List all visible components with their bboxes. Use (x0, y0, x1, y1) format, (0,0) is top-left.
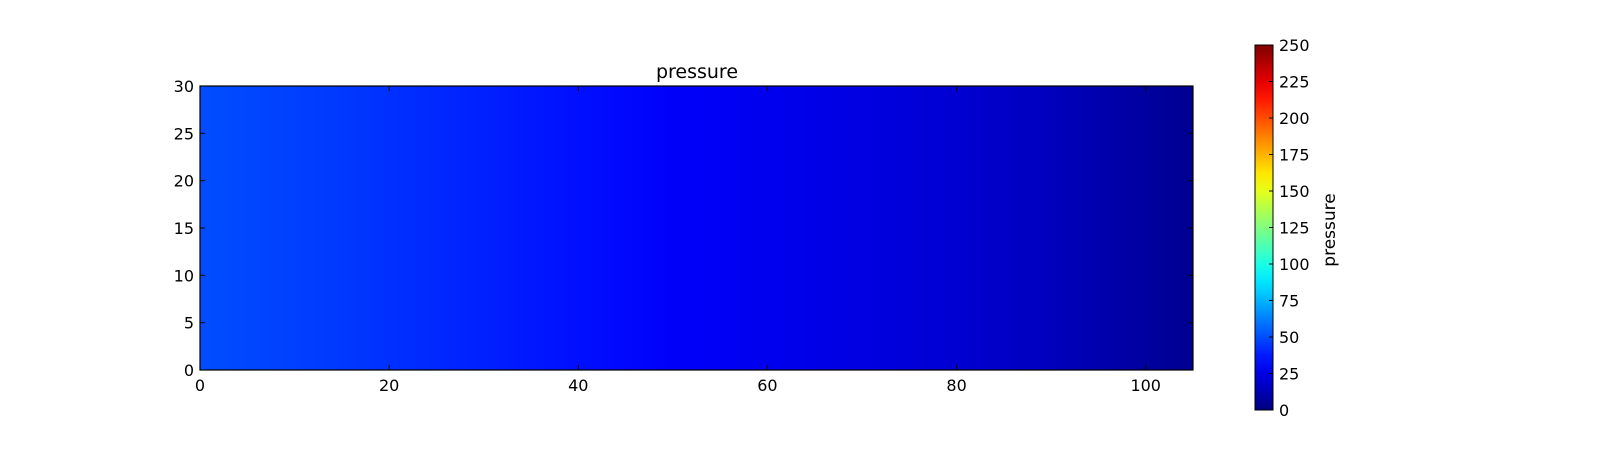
y-tick-label: 30 (174, 77, 194, 96)
x-axis: 0 20 40 60 80 100 (195, 86, 1161, 395)
colorbar-tick-label: 150 (1279, 182, 1310, 201)
y-tick-label: 5 (184, 314, 194, 333)
y-tick-label: 15 (174, 219, 194, 238)
x-tick-label: 40 (568, 376, 588, 395)
x-tick-label: 80 (946, 376, 966, 395)
y-tick-label: 25 (174, 124, 194, 143)
colorbar-axis: 0 25 50 75 100 125 150 175 200 225 250 (1269, 36, 1310, 420)
colorbar-tick-label: 100 (1279, 255, 1310, 274)
colorbar-tick-label: 250 (1279, 36, 1310, 55)
y-tick-label: 10 (174, 266, 194, 285)
colorbar-tick-label: 225 (1279, 73, 1310, 92)
x-tick-label: 20 (379, 376, 399, 395)
colorbar-tick-label: 25 (1279, 365, 1299, 384)
y-tick-label: 20 (174, 172, 194, 191)
y-axis: 0 5 10 15 20 25 30 (174, 77, 1193, 380)
colorbar-label: pressure (1320, 193, 1340, 266)
colorbar-tick-label: 200 (1279, 109, 1310, 128)
chart-title: pressure (656, 61, 738, 83)
x-tick-label: 100 (1130, 376, 1161, 395)
colorbar-tick-label: 75 (1279, 292, 1299, 311)
colorbar-tick-label: 175 (1279, 146, 1310, 165)
heatmap-field (200, 86, 1193, 370)
colorbar-tick-label: 0 (1279, 401, 1289, 420)
x-tick-label: 60 (757, 376, 777, 395)
x-tick-label: 0 (195, 376, 205, 395)
colorbar-tick-label: 50 (1279, 328, 1299, 347)
y-tick-label: 0 (184, 361, 194, 380)
colorbar-tick-label: 125 (1279, 219, 1310, 238)
